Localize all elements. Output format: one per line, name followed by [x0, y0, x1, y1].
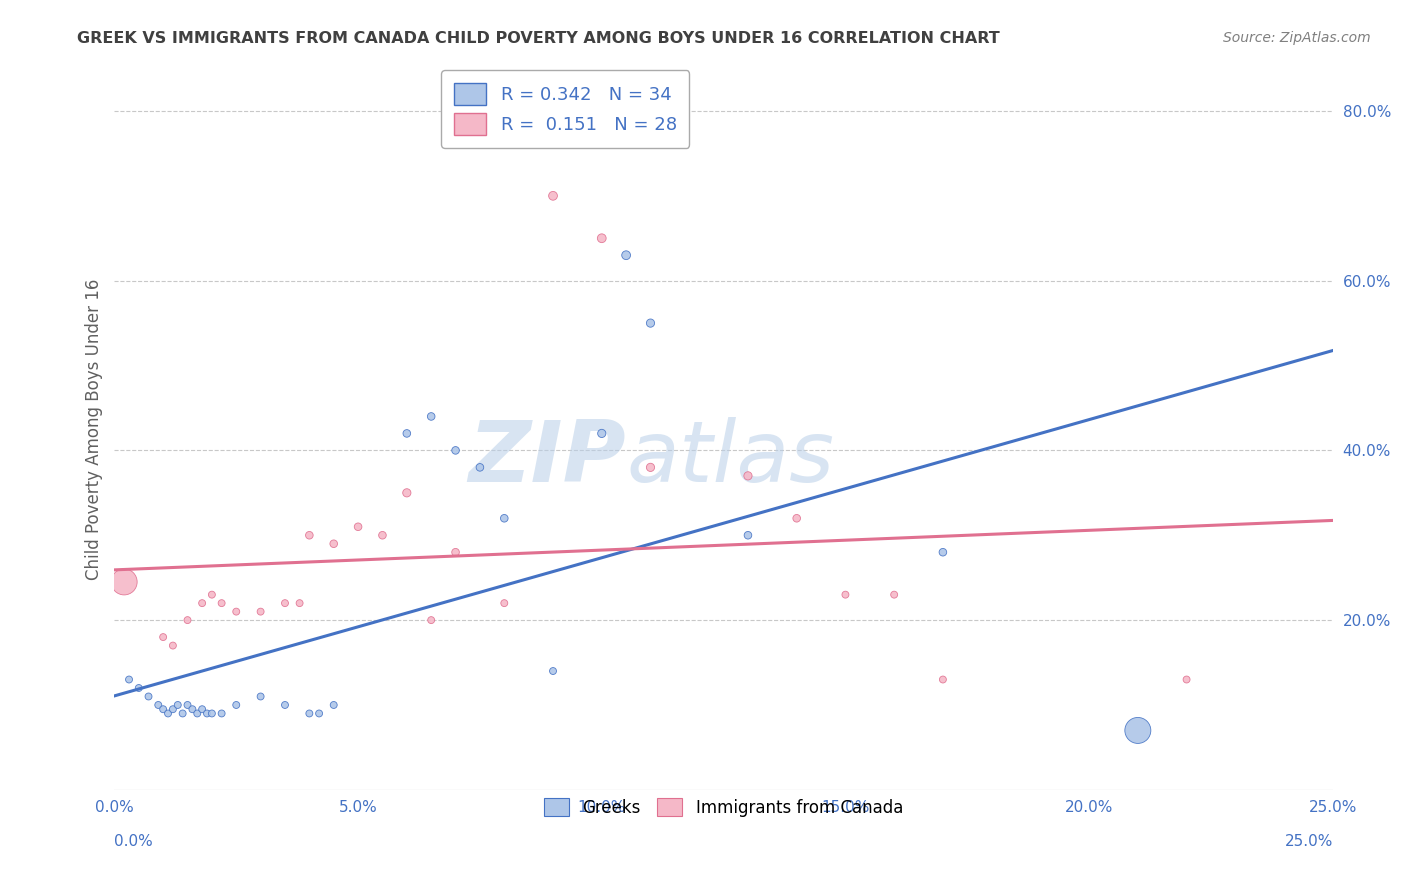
Point [420, 409, 443, 424]
Point [420, 613, 443, 627]
Y-axis label: Child Poverty Among Boys Under 16: Child Poverty Among Boys Under 16 [86, 278, 103, 580]
Text: 0.0%: 0.0% [114, 834, 153, 849]
Point [640, 460, 662, 475]
Point [737, 528, 759, 542]
Text: atlas: atlas [626, 417, 834, 500]
Point [138, 690, 160, 704]
Point [1126, 723, 1149, 738]
Point [468, 460, 491, 475]
Point [201, 706, 224, 721]
Text: GREEK VS IMMIGRANTS FROM CANADA CHILD POVERTY AMONG BOYS UNDER 16 CORRELATION CH: GREEK VS IMMIGRANTS FROM CANADA CHILD PO… [77, 31, 1000, 46]
Point [195, 706, 218, 721]
Text: 25.0%: 25.0% [1285, 834, 1333, 849]
Point [494, 596, 516, 610]
Point [157, 706, 180, 721]
Point [162, 702, 184, 716]
Point [883, 588, 905, 602]
Point [274, 596, 297, 610]
Text: Source: ZipAtlas.com: Source: ZipAtlas.com [1223, 31, 1371, 45]
Point [834, 588, 856, 602]
Point [541, 189, 564, 203]
Point [201, 588, 224, 602]
Point [274, 698, 297, 712]
Point [591, 426, 613, 441]
Point [298, 706, 321, 721]
Point [112, 574, 135, 589]
Point [211, 706, 233, 721]
Point [172, 706, 194, 721]
Point [148, 698, 170, 712]
Point [152, 630, 174, 644]
Point [211, 596, 233, 610]
Point [249, 605, 271, 619]
Point [541, 664, 564, 678]
Text: ZIP: ZIP [468, 417, 626, 500]
Point [1175, 673, 1198, 687]
Point [118, 673, 141, 687]
Point [176, 613, 198, 627]
Point [162, 639, 184, 653]
Point [932, 673, 955, 687]
Point [347, 520, 370, 534]
Point [191, 702, 214, 716]
Point [152, 702, 174, 716]
Point [395, 426, 418, 441]
Legend: R = 0.342   N = 34, R =  0.151   N = 28: R = 0.342 N = 34, R = 0.151 N = 28 [441, 70, 689, 148]
Point [737, 468, 759, 483]
Point [288, 596, 311, 610]
Point [494, 511, 516, 525]
Point [444, 443, 467, 458]
Point [591, 231, 613, 245]
Point [640, 316, 662, 330]
Point [322, 537, 344, 551]
Point [395, 485, 418, 500]
Point [186, 706, 208, 721]
Point [308, 706, 330, 721]
Point [128, 681, 150, 695]
Point [225, 698, 247, 712]
Point [166, 698, 188, 712]
Point [444, 545, 467, 559]
Point [932, 545, 955, 559]
Point [298, 528, 321, 542]
Point [181, 702, 204, 716]
Point [191, 596, 214, 610]
Point [614, 248, 637, 262]
Point [249, 690, 271, 704]
Point [176, 698, 198, 712]
Point [786, 511, 808, 525]
Point [322, 698, 344, 712]
Point [371, 528, 394, 542]
Point [225, 605, 247, 619]
Legend: Greeks, Immigrants from Canada: Greeks, Immigrants from Canada [538, 794, 908, 822]
